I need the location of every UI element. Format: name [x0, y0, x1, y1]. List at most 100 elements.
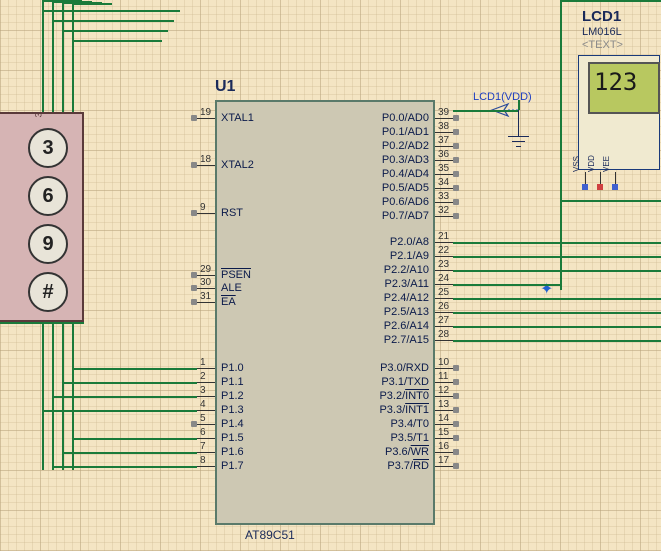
pin-stub: [435, 424, 453, 425]
pin-number: 25: [438, 287, 449, 298]
pin-stub: [197, 288, 215, 289]
wire: [72, 438, 197, 440]
pin-name-P2.1/A9: P2.1/A9: [390, 250, 429, 262]
pin-number: 21: [438, 231, 449, 242]
pin-endpoint[interactable]: [191, 272, 197, 278]
pin-endpoint[interactable]: [453, 171, 459, 177]
pin-endpoint[interactable]: [191, 285, 197, 291]
pin-number: 13: [438, 399, 449, 410]
wire: [453, 110, 470, 112]
pin-stub: [435, 188, 453, 189]
key-9[interactable]: 9: [28, 224, 68, 264]
pin-name-P2.2/A10: P2.2/A10: [384, 264, 429, 276]
pin-stub: [435, 202, 453, 203]
pin-stub: [197, 410, 215, 411]
keypad-col-label: 3: [34, 112, 44, 117]
pin-stub: [435, 452, 453, 453]
wire: [0, 322, 84, 324]
wire: [518, 100, 520, 110]
key-3[interactable]: 3: [28, 128, 68, 168]
pin-endpoint[interactable]: [191, 162, 197, 168]
schematic-canvas[interactable]: 3 6 9 # 3 U1 AT89C51 19XTAL118XTAL29RST2…: [0, 0, 661, 551]
pin-endpoint[interactable]: [453, 393, 459, 399]
mcu-part: AT89C51: [245, 528, 295, 542]
pin-name-XTAL1: XTAL1: [221, 112, 254, 124]
wire: [72, 322, 74, 470]
pin-stub: [435, 298, 453, 299]
pin-stub: [435, 270, 453, 271]
pin-endpoint[interactable]: [453, 365, 459, 371]
pin-number: 29: [200, 264, 211, 275]
pin-name-P3.6/WR: P3.6/WR: [385, 446, 429, 458]
pin-endpoint[interactable]: [453, 199, 459, 205]
pin-number: 7: [200, 441, 206, 452]
pin-name-P3.5/T1: P3.5/T1: [390, 432, 429, 444]
pin-number: 16: [438, 441, 449, 452]
wire: [62, 0, 64, 112]
wire: [62, 452, 197, 454]
pin-endpoint[interactable]: [453, 463, 459, 469]
pin-endpoint[interactable]: [453, 115, 459, 121]
pin-number: 30: [200, 277, 211, 288]
wire: [453, 270, 661, 272]
key-hash[interactable]: #: [28, 272, 68, 312]
pin-endpoint[interactable]: [453, 157, 459, 163]
pin-name-P3.1/TXD: P3.1/TXD: [381, 376, 429, 388]
pin-number: 32: [438, 205, 449, 216]
pin-endpoint[interactable]: [453, 213, 459, 219]
pin-number: 2: [200, 371, 206, 382]
pin-endpoint[interactable]: [191, 299, 197, 305]
pin-stub: [197, 452, 215, 453]
pin-endpoint[interactable]: [453, 129, 459, 135]
pin-number: 4: [200, 399, 206, 410]
pin-number: 17: [438, 455, 449, 466]
pin-number: 26: [438, 301, 449, 312]
pin-stub: [435, 118, 453, 119]
pin-endpoint[interactable]: [453, 407, 459, 413]
pin-endpoint[interactable]: [453, 421, 459, 427]
pin-stub: [435, 174, 453, 175]
pin-stub: [197, 438, 215, 439]
pin-number: 22: [438, 245, 449, 256]
wire: [453, 256, 661, 258]
keypad-component[interactable]: 3 6 9 # 3: [0, 112, 84, 322]
wire: [453, 326, 661, 328]
wire: [560, 0, 562, 290]
pin-number: 3: [200, 385, 206, 396]
wire: [72, 368, 197, 370]
pin-number: 27: [438, 315, 449, 326]
key-6[interactable]: 6: [28, 176, 68, 216]
pin-endpoint[interactable]: [453, 449, 459, 455]
wire: [453, 242, 661, 244]
pin-endpoint[interactable]: [191, 421, 197, 427]
pin-name-P1.1: P1.1: [221, 376, 244, 388]
pin-name-ALE: ALE: [221, 282, 242, 294]
pin-name-P0.2/AD2: P0.2/AD2: [382, 140, 429, 152]
pin-stub: [435, 284, 453, 285]
pin-name-P3.0/RXD: P3.0/RXD: [380, 362, 429, 374]
pin-number: 39: [438, 107, 449, 118]
lcd-screen: 123: [588, 62, 660, 114]
pin-name-P3.2/INT0: P3.2/INT0: [379, 390, 429, 402]
pin-number: 28: [438, 329, 449, 340]
wire: [52, 20, 174, 22]
wire: [470, 110, 518, 112]
pin-name-P1.2: P1.2: [221, 390, 244, 402]
pin-endpoint[interactable]: [453, 185, 459, 191]
pin-endpoint[interactable]: [453, 435, 459, 441]
wire: [62, 382, 197, 384]
pin-stub: [197, 302, 215, 303]
pin-endpoint[interactable]: [453, 379, 459, 385]
pin-endpoint[interactable]: [191, 210, 197, 216]
pin-endpoint[interactable]: [453, 143, 459, 149]
pin-name-EA: EA: [221, 296, 236, 308]
pin-name-P0.1/AD1: P0.1/AD1: [382, 126, 429, 138]
pin-stub: [197, 396, 215, 397]
pin-endpoint[interactable]: [191, 115, 197, 121]
pin-name-P2.4/A12: P2.4/A12: [384, 292, 429, 304]
pin-number: 5: [200, 413, 206, 424]
pin-name-P2.7/A15: P2.7/A15: [384, 334, 429, 346]
lcd-part: LM016L: [582, 26, 622, 38]
pin-number: 14: [438, 413, 449, 424]
pin-name-P1.7: P1.7: [221, 460, 244, 472]
